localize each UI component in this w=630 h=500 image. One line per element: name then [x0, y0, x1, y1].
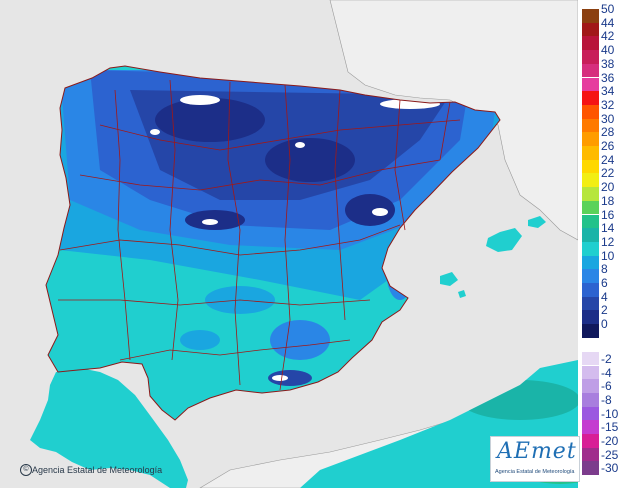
legend-label: 20: [601, 180, 615, 195]
legend-label: 50: [601, 2, 615, 16]
legend-swatch: [582, 173, 599, 188]
legend-swatch: [582, 392, 599, 407]
legend-label: 18: [601, 193, 615, 208]
copyright-icon: ©: [20, 464, 32, 476]
legend-label: 36: [601, 70, 615, 85]
legend-label: 42: [601, 29, 615, 44]
logo-wordmark: AEmet: [497, 439, 577, 464]
legend-swatch: [582, 379, 599, 393]
legend-swatch: [582, 324, 599, 338]
legend-swatch: [582, 214, 599, 229]
legend-label: 8: [601, 262, 608, 277]
legend-label: -6: [601, 379, 612, 394]
legend-swatch: [582, 434, 599, 448]
legend-label: -20: [601, 434, 619, 448]
legend-swatch: [582, 255, 599, 270]
legend-swatch: [582, 118, 599, 133]
legend-swatch: [582, 461, 599, 476]
legend-label: -10: [601, 406, 619, 421]
legend-swatch: [582, 187, 599, 201]
logo-subtitle: Agencia Estatal de Meteorología: [495, 469, 575, 475]
legend-label: 26: [601, 139, 615, 153]
legend-swatch: [582, 159, 599, 174]
legend-label: -4: [601, 365, 612, 380]
france-landmass: [329, 0, 578, 241]
legend-swatch: [582, 296, 599, 311]
legend-swatch: [582, 420, 599, 434]
legend-label: -8: [601, 392, 612, 407]
legend-label: 30: [601, 111, 615, 126]
legend-swatch: [582, 77, 599, 92]
legend-swatch: [582, 104, 599, 119]
legend-label: 44: [601, 15, 615, 30]
legend-label: 12: [601, 234, 615, 249]
legend-label: 34: [601, 84, 615, 99]
legend-swatch: [582, 91, 599, 105]
legend-label: 0: [601, 317, 608, 332]
legend-swatch: [582, 269, 599, 283]
legend-swatch: [582, 200, 599, 215]
legend-label: 32: [601, 97, 615, 112]
legend-label: -15: [601, 420, 619, 435]
legend-swatch: [582, 132, 599, 146]
legend-label: -25: [601, 447, 619, 462]
legend-swatch: [582, 447, 599, 462]
legend-label: 14: [601, 221, 615, 236]
temperature-map: [0, 0, 578, 488]
legend-label: 4: [601, 289, 608, 304]
legend-swatch: [582, 36, 599, 51]
legend-swatch: [582, 310, 599, 325]
legend-swatch: [582, 22, 599, 37]
legend-label: 22: [601, 166, 615, 181]
province-borders: [58, 79, 461, 391]
temperature-legend: 50 44 42 40 38 36 34 32 30 28 26 24 22 20 18 16 14 12 10 8 6…: [582, 3, 630, 485]
legend-swatch: [582, 241, 599, 256]
legend-label: 28: [601, 125, 615, 140]
legend-swatch: [582, 63, 599, 78]
legend-swatch: [582, 9, 599, 23]
legend-label: 38: [601, 56, 615, 71]
legend-label: 16: [601, 207, 615, 222]
legend-label: 6: [601, 276, 608, 290]
legend-swatch: [582, 351, 599, 366]
legend-label: 24: [601, 152, 615, 167]
aemet-logo: AEmet Agencia Estatal de Meteorología: [490, 436, 580, 482]
legend-label: -2: [601, 351, 612, 366]
legend-label: 10: [601, 248, 615, 263]
legend-label: -30: [601, 461, 619, 476]
legend-swatch: [582, 365, 599, 380]
legend-swatch: [582, 283, 599, 297]
legend-swatch: [582, 406, 599, 421]
legend-swatch: [582, 228, 599, 242]
credit-text: Agencia Estatal de Meteorología: [32, 465, 163, 475]
legend-swatch: [582, 146, 599, 160]
legend-swatch: [582, 50, 599, 64]
legend-label: 2: [601, 303, 608, 318]
legend-label: 40: [601, 43, 615, 58]
